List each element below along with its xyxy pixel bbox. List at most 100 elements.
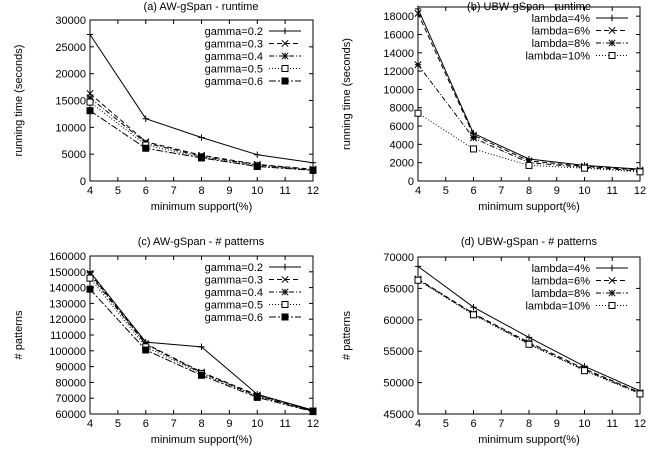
data-point bbox=[142, 144, 150, 152]
x-axis-label: minimum support(%) bbox=[151, 201, 252, 213]
data-point bbox=[414, 61, 422, 69]
data-point bbox=[253, 163, 261, 171]
plot-frame bbox=[417, 6, 641, 182]
legend-label: lambda=4% bbox=[532, 263, 591, 275]
y-tick-label: 20000 bbox=[55, 69, 86, 81]
y-tick-label: 140000 bbox=[49, 283, 86, 295]
series-line-5 bbox=[89, 288, 314, 413]
legend-marker bbox=[608, 14, 616, 22]
x-tick-label: 6 bbox=[470, 418, 476, 430]
data-point bbox=[414, 9, 422, 17]
y-tick-label: 10000 bbox=[383, 84, 414, 96]
y-tick-label: 65000 bbox=[383, 283, 414, 295]
data-point bbox=[86, 285, 94, 293]
data-point bbox=[198, 134, 205, 141]
series-line-3 bbox=[89, 274, 314, 412]
series-line-3 bbox=[417, 64, 641, 172]
data-point bbox=[142, 115, 149, 122]
y-tick-label: 70000 bbox=[55, 393, 86, 405]
y-tick-label: 10000 bbox=[55, 122, 86, 134]
legend-label: lambda=6% bbox=[532, 276, 591, 288]
data-point bbox=[581, 367, 588, 375]
data-point bbox=[86, 98, 94, 106]
legend-marker bbox=[281, 313, 289, 321]
x-tick-label: 12 bbox=[307, 418, 319, 430]
legend-label: gamma=0.4 bbox=[205, 287, 263, 299]
chart-title: (a) AW-gSpan - runtime bbox=[144, 1, 259, 13]
legend-label: gamma=0.6 bbox=[205, 312, 263, 324]
chart-panel-3: (c) AW-gSpan - # patterns 4 5 6 7 8 9 10 11 12 600… bbox=[13, 236, 319, 446]
legend-label: gamma=0.3 bbox=[205, 39, 263, 51]
legend-marker bbox=[608, 26, 616, 35]
x-tick-label: 10 bbox=[251, 185, 263, 197]
chart-panel-4: (d) UBW-gSpan - # patterns 4 5 6 7 8 9 10 11 12 45… bbox=[341, 236, 646, 446]
legend-marker bbox=[608, 289, 616, 297]
y-tick-label: 120000 bbox=[49, 314, 86, 326]
data-point bbox=[470, 304, 477, 311]
x-tick-label: 11 bbox=[607, 418, 618, 430]
x-tick-label: 12 bbox=[634, 185, 646, 197]
data-point bbox=[309, 166, 317, 174]
data-point bbox=[86, 274, 94, 282]
data-point bbox=[309, 159, 317, 166]
y-tick-label: 30000 bbox=[55, 15, 86, 27]
data-point bbox=[414, 109, 422, 117]
x-tick-label: 8 bbox=[198, 418, 204, 430]
x-tick-label: 10 bbox=[578, 185, 590, 197]
legend-marker bbox=[281, 65, 289, 72]
legend-marker bbox=[608, 264, 616, 272]
x-tick-label: 5 bbox=[115, 185, 121, 197]
legend-label: lambda=8% bbox=[532, 38, 591, 50]
y-tick-label: 14000 bbox=[383, 48, 414, 60]
legend-label: gamma=0.2 bbox=[205, 26, 263, 38]
y-tick-label: 15000 bbox=[55, 96, 86, 108]
y-tick-label: 18000 bbox=[383, 11, 414, 23]
y-tick-label: 45000 bbox=[383, 409, 414, 421]
legend-marker bbox=[608, 302, 616, 309]
data-point bbox=[525, 334, 533, 341]
series-line-2 bbox=[89, 273, 314, 412]
y-tick-label: 70000 bbox=[383, 252, 414, 264]
data-point bbox=[254, 151, 261, 158]
legend-marker bbox=[281, 301, 289, 308]
legend-marker bbox=[281, 77, 289, 85]
data-point bbox=[86, 107, 94, 115]
data-point bbox=[469, 134, 478, 142]
legend-label: gamma=0.6 bbox=[205, 76, 263, 88]
series-line-1 bbox=[89, 34, 314, 164]
legend-marker bbox=[608, 39, 616, 47]
x-tick-label: 5 bbox=[115, 418, 121, 430]
legend-marker bbox=[608, 52, 616, 59]
x-tick-label: 12 bbox=[634, 418, 646, 430]
y-tick-label: 8000 bbox=[390, 103, 414, 115]
y-tick-label: 16000 bbox=[383, 29, 414, 41]
data-point bbox=[470, 311, 477, 319]
x-tick-label: 7 bbox=[171, 185, 177, 197]
legend-marker bbox=[281, 263, 289, 271]
x-tick-label: 9 bbox=[226, 185, 232, 197]
x-tick-label: 7 bbox=[498, 418, 504, 430]
legend-label: lambda=10% bbox=[525, 51, 590, 63]
x-tick-label: 8 bbox=[526, 185, 532, 197]
y-axis-label: running time (seconds) bbox=[13, 45, 25, 157]
x-tick-label: 8 bbox=[526, 418, 532, 430]
y-tick-label: 25000 bbox=[55, 42, 86, 54]
data-point bbox=[414, 263, 422, 270]
data-point bbox=[86, 31, 94, 38]
x-tick-label: 6 bbox=[143, 185, 149, 197]
y-tick-label: 55000 bbox=[383, 346, 414, 358]
series-line-1 bbox=[89, 271, 314, 411]
y-tick-label: 2000 bbox=[390, 158, 414, 170]
x-tick-label: 7 bbox=[171, 418, 177, 430]
x-tick-label: 11 bbox=[279, 185, 290, 197]
y-tick-label: 150000 bbox=[49, 267, 86, 279]
x-tick-label: 9 bbox=[226, 418, 232, 430]
data-point bbox=[636, 168, 644, 176]
x-tick-label: 9 bbox=[554, 418, 560, 430]
x-tick-label: 8 bbox=[198, 185, 204, 197]
y-tick-label: 50000 bbox=[383, 378, 414, 390]
data-point bbox=[198, 343, 205, 351]
legend-marker bbox=[281, 52, 289, 60]
x-tick-label: 10 bbox=[251, 418, 263, 430]
